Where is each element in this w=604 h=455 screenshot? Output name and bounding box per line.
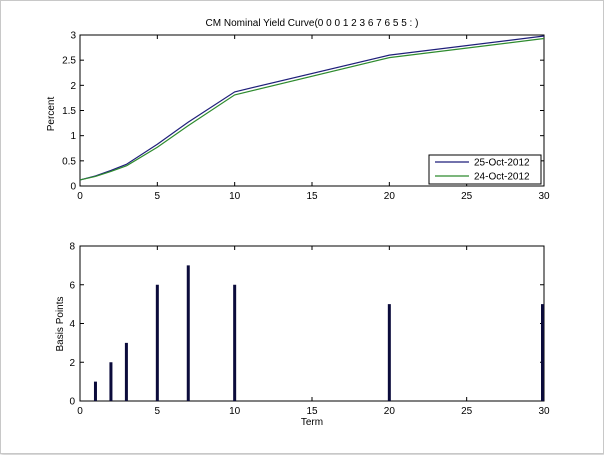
basis-points-x-tick-label: 0 <box>77 406 83 417</box>
yield-curve-x-tick-label: 5 <box>155 191 161 202</box>
basis-points-bar-term-20 <box>387 304 391 401</box>
basis-points-bar-term-5 <box>155 284 159 401</box>
basis-points-x-tick-label: 10 <box>229 406 241 417</box>
yield-curve-y-tick-label: 0 <box>70 182 76 193</box>
yield-curve-y-tick-label: 1 <box>70 131 76 142</box>
yield-curve-x-ticks: 0 5 10 15 20 25 30 <box>77 35 550 202</box>
legend-label-24-oct-2012: 24-Oct-2012 <box>474 172 530 183</box>
series-line-24-oct-2012 <box>79 37 545 181</box>
yield-curve-x-tick-label: 15 <box>306 191 318 202</box>
basis-points-bars <box>93 265 544 401</box>
yield-curve-y-label: Percent <box>46 97 57 132</box>
yield-curve-y-tick-label: 0.5 <box>62 156 76 167</box>
yield-curve-legend: 25-Oct-2012 24-Oct-2012 <box>428 154 542 185</box>
yield-curve-x-tick-label: 30 <box>538 191 550 202</box>
yield-curve-y-tick-label: 3 <box>70 31 76 42</box>
legend-label-25-oct-2012: 25-Oct-2012 <box>474 158 530 169</box>
basis-points-y-tick-label: 8 <box>69 242 75 253</box>
yield-curve-y-tick-label: 2 <box>70 81 76 92</box>
yield-curve-x-tick-label: 20 <box>384 191 396 202</box>
basis-points-x-tick-label: 30 <box>538 406 550 417</box>
basis-points-plot: Basis Points Term 0 5 10 15 20 25 30 0 2 4 6 8 <box>55 242 550 429</box>
basis-points-bar-term-7 <box>186 265 190 401</box>
basis-points-bar-term-2 <box>109 362 113 401</box>
basis-points-y-tick-label: 4 <box>69 319 75 330</box>
yield-curve-x-tick-label: 25 <box>461 191 473 202</box>
yield-curve-plot: CM Nominal Yield Curve(0 0 0 1 2 3 6 7 6… <box>46 18 550 202</box>
basis-points-y-label: Basis Points <box>55 296 66 351</box>
basis-points-x-tick-label: 15 <box>306 406 318 417</box>
basis-points-bar-term-30 <box>541 304 544 401</box>
series-line-25-oct-2012 <box>79 35 545 181</box>
basis-points-x-tick-label: 20 <box>384 406 396 417</box>
basis-points-y-tick-label: 2 <box>69 358 75 369</box>
basis-points-bar-term-1 <box>93 381 97 401</box>
basis-points-y-tick-label: 0 <box>69 397 75 408</box>
yield-curve-x-tick-label: 0 <box>77 191 83 202</box>
basis-points-x-label: Term <box>301 417 323 428</box>
yield-curve-y-tick-label: 2.5 <box>62 56 76 67</box>
basis-points-y-ticks: 0 2 4 6 8 <box>69 242 544 408</box>
basis-points-bar-term-10 <box>233 284 237 401</box>
legend-box <box>428 154 542 185</box>
basis-points-bar-term-3 <box>124 342 128 401</box>
yield-curve-y-tick-label: 1.5 <box>62 106 76 117</box>
yield-curve-y-ticks: 0 0.5 1 1.5 2 2.5 3 <box>62 31 544 193</box>
yield-curve-x-tick-label: 10 <box>229 191 241 202</box>
basis-points-x-tick-label: 25 <box>461 406 473 417</box>
yield-curve-title: CM Nominal Yield Curve(0 0 0 1 2 3 6 7 6… <box>206 18 419 29</box>
basis-points-x-tick-label: 5 <box>155 406 161 417</box>
yield-curve-lines <box>79 35 545 181</box>
basis-points-y-tick-label: 6 <box>69 280 75 291</box>
basis-points-axes-box <box>79 245 545 402</box>
